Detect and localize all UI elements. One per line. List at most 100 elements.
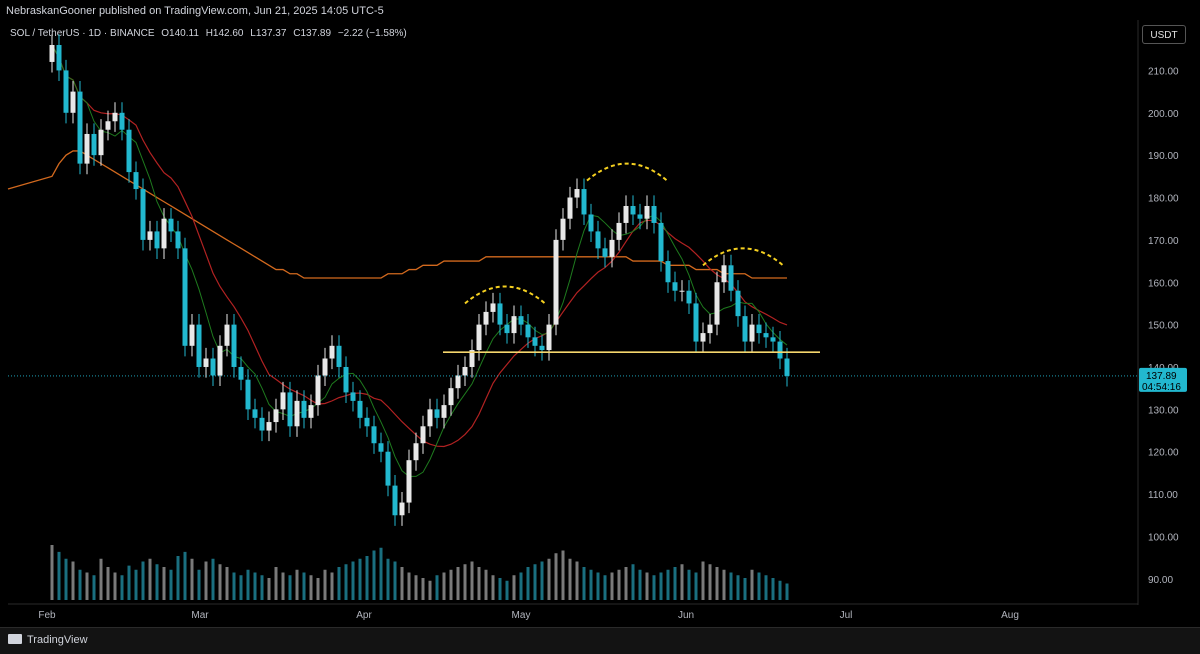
volume-bar: [757, 572, 761, 600]
volume-bar: [512, 575, 516, 600]
candle-body: [378, 443, 384, 452]
volume-bar: [260, 575, 264, 600]
high-value: H142.60: [205, 28, 244, 39]
volume-bar: [554, 553, 558, 600]
candle-body: [329, 345, 335, 359]
last-price-tag[interactable]: [1139, 367, 1187, 392]
volume-bar: [624, 567, 628, 600]
candle-body: [147, 231, 153, 240]
volume-bar: [652, 575, 656, 600]
volume-bar: [435, 575, 439, 600]
volume-bar: [323, 569, 327, 600]
volume-bar: [302, 572, 306, 600]
candle-body: [357, 400, 363, 418]
volume-bar: [519, 572, 523, 600]
y-tick-label: 180.00: [1148, 194, 1179, 205]
candle-body: [105, 121, 111, 130]
tradingview-logo[interactable]: TradingView: [8, 634, 88, 646]
candle-body: [448, 388, 454, 406]
candle-body: [434, 409, 440, 418]
volume-bar: [176, 556, 180, 600]
volume-bar: [722, 569, 726, 600]
volume-bar: [638, 569, 642, 600]
volume-bar: [120, 575, 124, 600]
volume-bar: [484, 569, 488, 600]
candle-body: [756, 324, 762, 334]
volume-bar: [225, 567, 229, 600]
candle-body: [490, 303, 496, 312]
candle-body: [175, 231, 181, 249]
y-tick-label: 90.00: [1148, 575, 1173, 586]
candle-body: [56, 45, 62, 71]
volume-bar: [407, 572, 411, 600]
volume-bar: [218, 564, 222, 600]
volume-bar: [85, 572, 89, 600]
tradingview-brand: TradingView: [27, 634, 88, 646]
candle-body: [336, 345, 342, 367]
candle-body: [63, 70, 69, 113]
volume-bar: [281, 572, 285, 600]
candle-body: [371, 426, 377, 444]
candle-body: [441, 405, 447, 418]
volume-bar: [666, 569, 670, 600]
candle-body: [602, 248, 608, 257]
volume-bar: [610, 572, 614, 600]
symbol-name[interactable]: SOL / TetherUS · 1D · BINANCE: [10, 28, 155, 39]
candle-body: [420, 426, 426, 444]
volume-bar: [253, 572, 257, 600]
candle-body: [154, 231, 160, 249]
x-tick-label: Feb: [38, 610, 56, 621]
candle-body: [609, 239, 615, 257]
volume-bar: [106, 567, 110, 600]
head-arc: [586, 162, 668, 182]
volume-bar: [589, 569, 593, 600]
volume-bar: [169, 569, 173, 600]
candle-body: [350, 392, 356, 401]
candle-body: [217, 345, 223, 376]
candle-body: [672, 282, 678, 291]
candle-body: [462, 366, 468, 376]
volume-bar: [358, 558, 362, 600]
candle-body: [679, 290, 685, 292]
volume-bar: [211, 558, 215, 600]
volume-bar: [239, 575, 243, 600]
volume-bar: [92, 575, 96, 600]
candle-body: [119, 112, 125, 130]
candle-body: [252, 409, 258, 418]
volume-bar: [57, 551, 61, 600]
candle-body: [714, 282, 720, 325]
candle-body: [721, 265, 727, 283]
volume-bar: [631, 564, 635, 600]
volume-bar: [729, 572, 733, 600]
candle-body: [245, 379, 251, 410]
volume-bar: [701, 561, 705, 600]
volume-bar: [680, 564, 684, 600]
candle-body: [623, 205, 629, 223]
candle-body: [385, 451, 391, 486]
candle-body: [133, 172, 139, 190]
volume-bar: [155, 564, 159, 600]
candle-body: [616, 222, 622, 240]
ma-9-line: [51, 44, 788, 477]
volume-bar: [295, 569, 299, 600]
price-chart[interactable]: 210.00 200.00 190.00 180.00 170.00 160.00 150.…: [0, 0, 1200, 627]
volume-bar: [743, 578, 747, 600]
volume-bar: [309, 575, 313, 600]
candle-body: [700, 333, 706, 342]
y-tick-label: 120.00: [1148, 448, 1179, 459]
volume-bar: [134, 569, 138, 600]
volume-bar: [316, 578, 320, 600]
candle-body: [539, 345, 545, 351]
candle-body: [763, 333, 769, 338]
volume-bar: [344, 564, 348, 600]
candle-body: [126, 129, 132, 173]
candle-body: [224, 324, 230, 346]
candle-body: [308, 405, 314, 418]
volume-bar: [71, 561, 75, 600]
candle-body: [567, 197, 573, 219]
candle-body: [140, 189, 146, 240]
low-value: L137.37: [250, 28, 287, 39]
currency-button[interactable]: USDT: [1142, 25, 1186, 44]
y-tick-label: 130.00: [1148, 405, 1179, 416]
